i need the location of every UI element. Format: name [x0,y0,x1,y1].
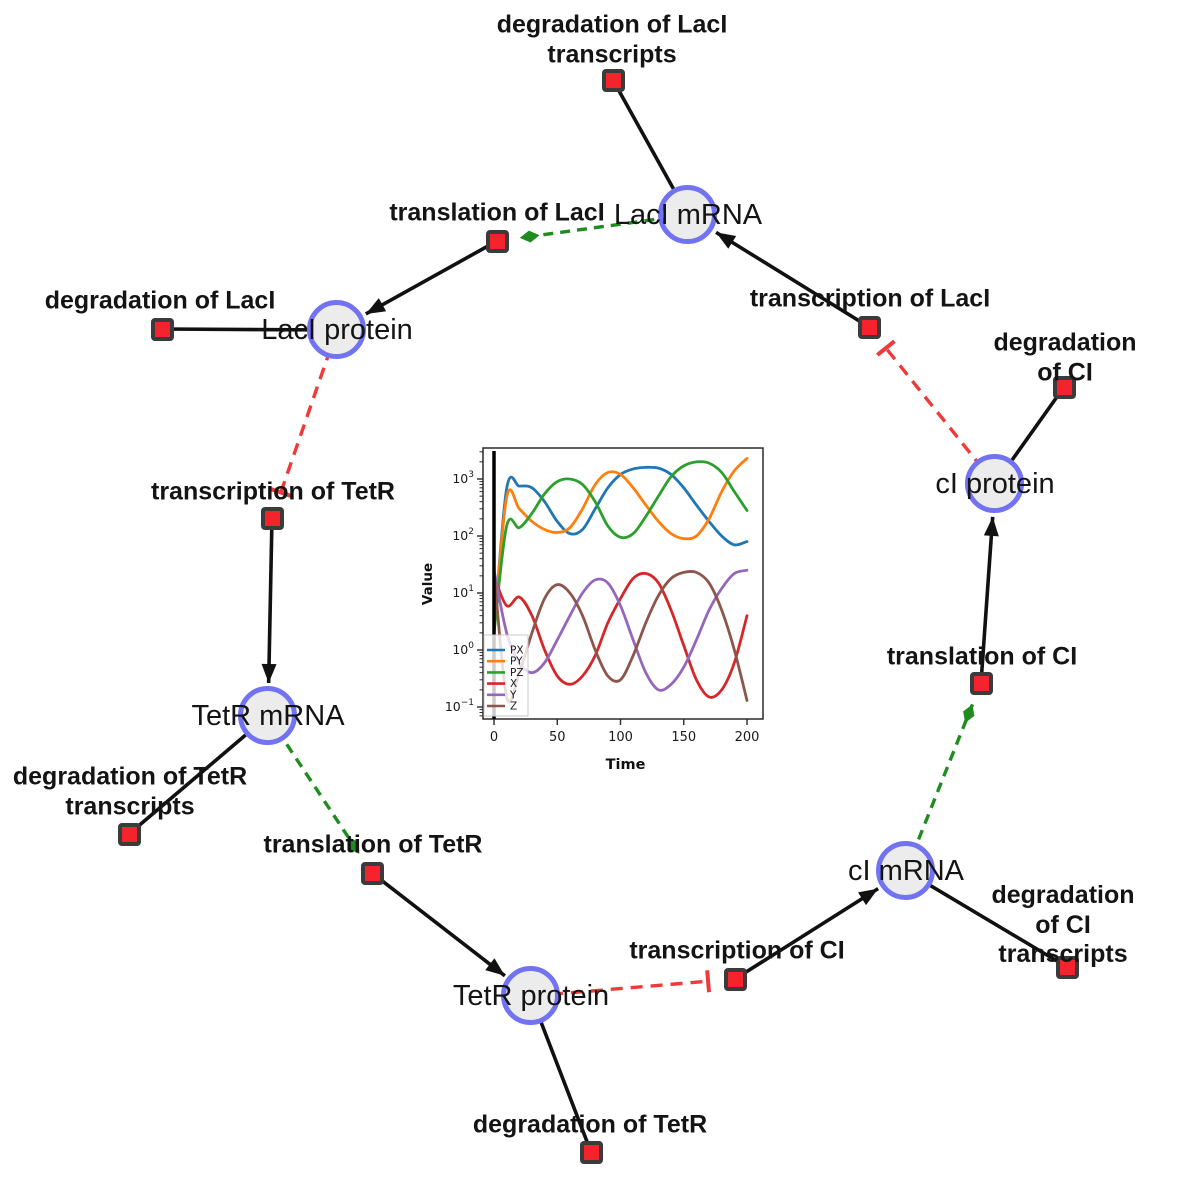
y-tick-label: 10−1 [445,698,474,714]
x-tick-label: 0 [490,730,498,745]
species-label-lacI_mRNA: LacI mRNA [613,198,763,231]
species-label-tetR_mRNA: TetR mRNA [191,699,345,732]
edge-consumption-tetR_mRNA-deg_tetR_tr [127,714,270,836]
legend-label-X: X [510,678,517,690]
x-tick-label: 50 [549,730,566,745]
edge-modifier-lacI_mRNA-transl_lacI [519,213,689,243]
reaction-label-transc_cI: transcription of CI [629,936,845,965]
species-label-cI_protein: cI protein [935,467,1055,500]
series-line-Y [492,568,749,692]
reaction-label-deg_cI_tr: degradation of CI transcripts [991,880,1135,968]
reaction-label-deg_lacI: degradation of LacI [44,286,276,315]
legend-label-PY: PY [510,656,523,668]
reaction-node-transc_cI [723,967,747,991]
reaction-label-transl_lacI: translation of LacI [389,198,605,227]
x-tick-label: 200 [735,730,760,745]
reaction-node-deg_cI [1052,375,1076,399]
y-tick-label: 101 [452,584,474,600]
species-label-lacI_protein: LacI protein [261,313,413,346]
reaction-node-transl_tetR [360,861,384,885]
reaction-node-deg_tetR_tr [117,822,141,846]
series-line-Z [492,568,749,704]
edge-modifier-tetR_mRNA-transl_tetR [266,715,361,855]
legend-box [483,634,529,717]
species-node-lacI_mRNA [658,185,717,244]
y-tick-label: 100 [452,641,474,657]
species-node-lacI_protein [307,300,366,359]
reaction-label-transc_tetR: transcription of TetR [151,477,395,506]
edge-production-transl_lacI-lacI_protein [364,239,498,316]
reaction-label-transl_cI: translation of CI [886,642,1078,671]
legend-label-PX: PX [510,645,524,657]
y-axis-title: Value [420,563,436,605]
edge-consumption-cI_mRNA-deg_cI_tr [905,869,1068,969]
series-line-PY [492,456,749,635]
species-node-cI_mRNA [876,841,935,900]
x-tick-label: 150 [671,730,696,745]
reaction-label-transc_lacI: transcription of LacI [749,284,991,313]
reaction-label-deg_tetR: degradation of TetR [472,1110,708,1139]
reaction-node-deg_lacI [150,317,174,341]
edge-production-transl_cI-cI_protein [979,516,999,684]
species-label-cI_mRNA: cI mRNA [848,854,964,887]
reaction-node-transl_cI [969,671,993,695]
reaction-node-transc_tetR [260,506,284,530]
edge-production-transc_lacI-lacI_mRNA [715,230,870,329]
plot-frame [482,447,764,720]
reaction-label-deg_lacI_tr: degradation of LacI transcripts [496,10,728,69]
species-node-tetR_mRNA [238,686,297,745]
edge-production-transc_tetR-tetR_mRNA [261,517,277,684]
edge-modifier-cI_mRNA-transl_cI [904,703,975,872]
reaction-label-transl_tetR: translation of TetR [263,830,483,859]
y-tick-label: 102 [452,527,474,543]
x-tick-label: 100 [608,730,633,745]
species-node-tetR_protein [501,966,560,1025]
legend-label-Z: Z [510,701,517,713]
species-label-tetR_protein: TetR protein [452,979,610,1012]
series-line-PX [492,465,749,635]
reaction-label-deg_tetR_tr: degradation of TetR transcripts [12,762,248,821]
y-tick-label: 103 [452,470,474,486]
edge-production-transl_tetR-tetR_protein [370,871,506,978]
reaction-node-deg_lacI_tr [601,68,625,92]
legend-label-Y: Y [509,689,517,701]
species-node-cI_protein [965,454,1024,513]
reaction-label-deg_cI: degradation of CI [993,328,1137,387]
reaction-node-deg_cI_tr [1055,955,1079,979]
reaction-node-transl_lacI [485,229,509,253]
legend-label-PZ: PZ [510,667,524,679]
edge-inhibition-tetR_protein-transc_cI [530,970,711,998]
x-axis-title: Time [606,757,646,773]
edge-production-transc_cI-cI_mRNA [734,887,880,981]
reaction-node-transc_lacI [857,315,881,339]
series-line-PZ [492,460,749,635]
reaction-node-deg_tetR [579,1140,603,1164]
